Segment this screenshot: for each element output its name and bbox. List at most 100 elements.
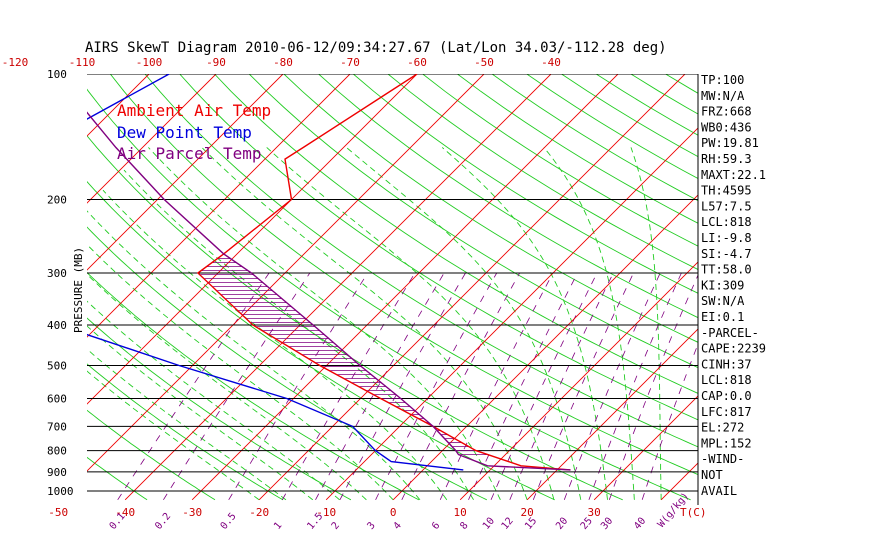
dry-adiabat-line (839, 74, 870, 500)
moist-adiabat-line (102, 189, 448, 501)
stability-index-text: RH:59.3 (701, 152, 752, 166)
mixing-ratio-line (375, 272, 498, 500)
bottom-temp-tick-label: -10 (316, 506, 336, 519)
stability-index-text: PW:19.81 (701, 136, 759, 150)
mixing-ratio-tick-label: 0.2 (153, 511, 173, 532)
stability-index-text: SW:N/A (701, 294, 745, 308)
pressure-tick-label: 700 (47, 420, 67, 433)
mixing-ratio-line (641, 343, 698, 500)
dry-adiabat-line (353, 74, 698, 294)
pressure-tick-label: 100 (47, 68, 67, 81)
stability-index-text: CAP:0.0 (701, 389, 752, 403)
bottom-temp-tick-label: -20 (249, 506, 269, 519)
pressure-tick-label: 300 (47, 267, 67, 280)
chart-title: AIRS SkewT Diagram 2010-06-12/09:34:27.6… (85, 40, 667, 56)
stability-index-text: CINH:37 (701, 357, 752, 371)
mixing-ratio-tick-label: 3 (365, 520, 377, 532)
dry-adiabat-line (318, 74, 698, 319)
dry-adiabat-line (214, 74, 698, 394)
mixing-ratio-tick-label: 6 (430, 520, 442, 532)
stability-index-text: TT:58.0 (701, 263, 752, 277)
profile-lines (87, 74, 571, 471)
stability-index-text: LCL:818 (701, 373, 752, 387)
bottom-temp-tick-label: 0 (390, 506, 397, 519)
legend-dewpoint: Dew Point Temp (117, 123, 252, 142)
mixing-ratio-tick-label: 20 (554, 516, 570, 532)
dry-adiabat-line (87, 226, 487, 501)
mixing-ratio-line (490, 272, 598, 500)
bottom-temp-tick-label: 30 (588, 506, 601, 519)
pressure-tick-label: 500 (47, 359, 67, 372)
stability-index-text: LI:-9.8 (701, 231, 752, 245)
mixing-ratio-tick-label: 0.5 (219, 511, 239, 532)
top-temp-tick-label: -80 (273, 56, 293, 69)
stability-index-text: KI:309 (701, 278, 744, 292)
dry-adiabat-line (179, 74, 698, 421)
mixing-ratio-line (563, 272, 661, 500)
mixing-ratio-line (588, 272, 682, 500)
mixing-ratio-line (439, 272, 554, 500)
pressure-tick-label: 900 (47, 466, 67, 479)
isotherm-line (459, 261, 698, 501)
isotherm-line (87, 74, 351, 338)
isotherm-line (124, 74, 552, 501)
dry-adiabats (87, 74, 870, 501)
dry-adiabat-line (144, 74, 698, 448)
stability-index-text: MAXT:22.1 (701, 168, 766, 182)
stability-index-text: MPL:152 (701, 436, 752, 450)
mixing-ratio-line (163, 272, 311, 501)
stability-index-text: CAPE:2239 (701, 342, 766, 356)
moist-adiabat-line (87, 348, 287, 501)
stability-index-text: NOT (701, 468, 723, 482)
mixing-ratio-line (401, 272, 520, 500)
top-temp-tick-label: -60 (407, 56, 427, 69)
moist-adiabat-line (87, 210, 421, 501)
mixing-ratio-line (468, 272, 578, 500)
bottom-temp-tick-label: 20 (521, 506, 534, 519)
stability-index-text: EI:0.1 (701, 310, 744, 324)
stability-index-text: LFC:817 (701, 405, 752, 419)
dry-adiabat-line (422, 74, 698, 247)
dry-adiabat-line (770, 74, 870, 500)
dry-adiabat-line (87, 409, 216, 501)
mixing-ratio-tick-label: 8 (458, 520, 470, 532)
dry-adiabat-line (109, 74, 698, 476)
mixing-ratio-line (117, 272, 270, 501)
mixing-ratio-tick-label: 30 (599, 516, 615, 532)
top-temp-tick-label: -70 (340, 56, 360, 69)
mixing-ratio-tick-label: 1 (272, 520, 284, 532)
dry-adiabat-line (804, 74, 870, 500)
mixing-ratio-line (339, 272, 466, 500)
isotherm-line (526, 328, 698, 501)
stability-index-text: -PARCEL- (701, 326, 759, 340)
isotherm-line (392, 194, 698, 501)
moist-adiabat-line (543, 147, 635, 500)
isotherm-line (87, 74, 217, 204)
temp-unit-label: T(C) (680, 506, 707, 519)
dry-adiabat-line (283, 74, 698, 343)
stability-index-text: EL:272 (701, 421, 744, 435)
moist-adiabat-line (87, 370, 260, 501)
dry-adiabat-line (87, 456, 148, 501)
pressure-tick-label: 1000 (47, 485, 74, 498)
pressure-tick-label: 800 (47, 445, 67, 458)
mixing-ratio-line (509, 272, 614, 500)
stability-index-text: MW:N/A (701, 89, 745, 103)
dewpoint-line (87, 74, 464, 471)
top-temp-tick-label: -120 (2, 56, 29, 69)
bottom-temp-tick-label: -50 (48, 506, 68, 519)
top-temp-tick-label: -110 (69, 56, 96, 69)
top-temp-tick-label: -90 (206, 56, 226, 69)
stability-index-text: AVAIL (701, 484, 737, 498)
stability-index-text: WB0:436 (701, 120, 752, 134)
isotherm-line (0, 74, 15, 500)
bottom-temp-tick-label: 10 (454, 506, 467, 519)
bottom-temp-tick-label: -40 (115, 506, 135, 519)
mixing-ratio-tick-label: 12 (500, 516, 516, 532)
isotherm-line (258, 74, 686, 501)
stability-index-text: LCL:818 (701, 215, 752, 229)
mixing-ratio-lines (117, 272, 698, 501)
isotherm-line (0, 74, 82, 500)
